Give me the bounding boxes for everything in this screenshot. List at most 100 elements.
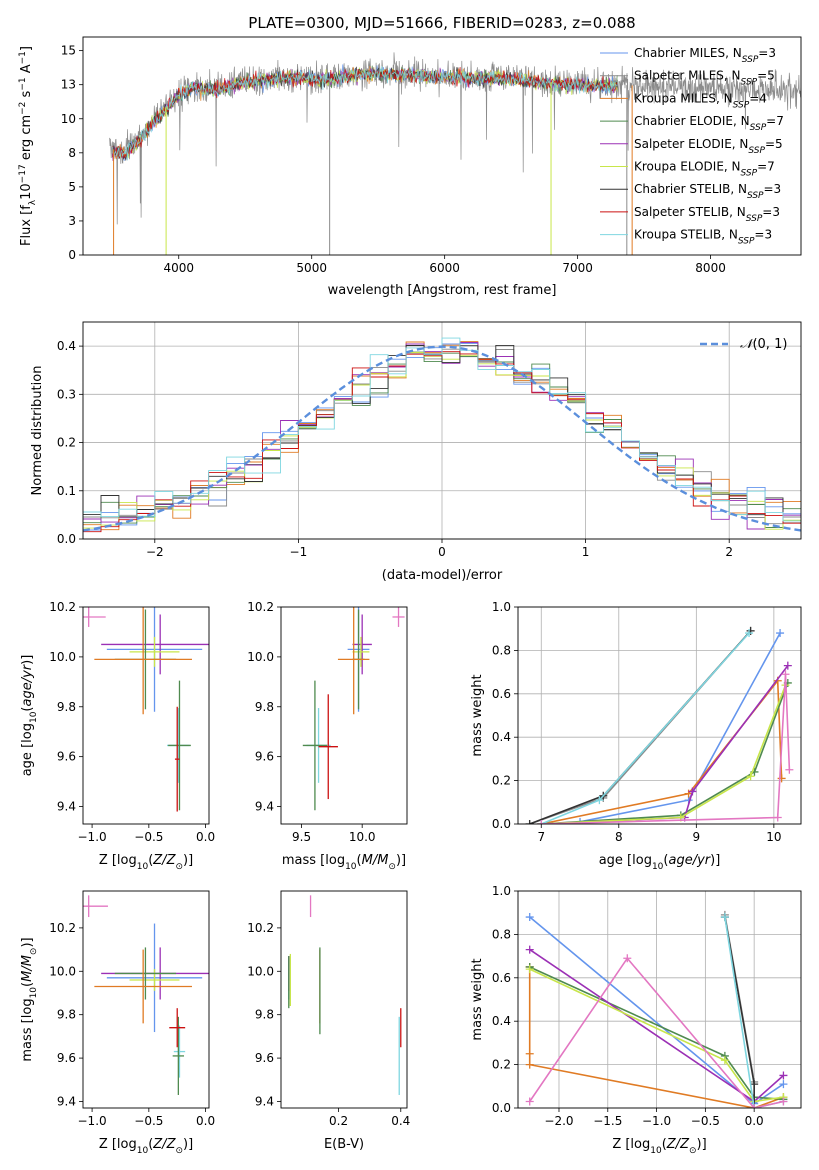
y-tick-label: 0.0 — [492, 1101, 511, 1115]
legend-entry: 𝒩(0, 1) — [740, 337, 787, 352]
x-tick-label: 10 — [766, 830, 781, 844]
y-tick-label: 9.4 — [255, 800, 274, 814]
y-tick-label: 0.1 — [57, 484, 76, 498]
y-axis-label: Normed distribution — [30, 366, 45, 496]
y-tick-label: 0.6 — [492, 687, 511, 701]
spectrum-lines — [109, 52, 801, 255]
weight-point — [525, 1049, 534, 1058]
weight-point — [750, 1080, 759, 1089]
weight-point — [525, 820, 534, 824]
x-tick-label: 0 — [438, 545, 446, 559]
weight-point — [779, 1080, 788, 1089]
legend-entry: Chabrier MILES, NSSP=3 — [634, 46, 776, 65]
y-axis-label: mass [log10(M/M⊙)] — [20, 937, 39, 1061]
y-tick-label: 0.3 — [57, 387, 76, 401]
x-tick-label: 0.2 — [329, 1114, 348, 1128]
y-tick-label: 9.6 — [255, 1051, 274, 1065]
weight_vs_age-panel: 7 8 9 10 0.0 0.2 0.4 0.6 0.8 1.0 age [log10(age/yr… — [470, 600, 802, 872]
residual-histograms — [83, 337, 801, 539]
weight-point — [595, 796, 604, 805]
y-tick-label: 0.6 — [492, 971, 511, 985]
weight-point — [525, 945, 534, 954]
x-tick-label: 9.5 — [292, 830, 311, 844]
weight-point — [777, 774, 786, 783]
age_vs_Z-panel: −1.0 −0.5 0.0 9.4 9.6 9.8 10.0 10.2 Z [log10(Z/Z… — [20, 600, 215, 872]
y-tick-label: 0.2 — [492, 1058, 511, 1072]
y-tick-label: 10.2 — [247, 921, 274, 935]
axes-frame — [280, 606, 408, 825]
y-tick-label: 9.8 — [255, 700, 274, 714]
weight-line — [529, 968, 784, 1103]
x-tick-label: 8 — [615, 830, 623, 844]
y-tick-label: 0.0 — [492, 817, 511, 831]
x-tick-label: 5000 — [296, 261, 327, 275]
mass_vs_ebv-points — [288, 895, 402, 1095]
x-tick-label: 2 — [725, 545, 733, 559]
x-axis-label: mass [log10(M/M⊙)] — [282, 853, 406, 872]
y-tick-label: 0.2 — [492, 774, 511, 788]
y-tick-label: 9.4 — [57, 1094, 76, 1108]
y-tick-label: 10.0 — [247, 650, 274, 664]
weight-point — [525, 1060, 534, 1069]
y-tick-label: 0.8 — [492, 927, 511, 941]
weight-line — [541, 674, 791, 824]
weight-point — [525, 1097, 534, 1106]
y-tick-label: 9.4 — [57, 800, 76, 814]
y-tick-label: 9.8 — [57, 700, 76, 714]
legend-entry: Kroupa MILES, NSSP=4 — [634, 91, 767, 110]
x-axis-label: wavelength [Angstrom, rest frame] — [328, 283, 557, 298]
figure-title: PLATE=0300, MJD=51666, FIBERID=0283, z=0… — [248, 14, 635, 32]
weight-line — [541, 684, 787, 824]
y-tick-label: 10 — [61, 112, 76, 126]
y-tick-label: 10.0 — [49, 964, 76, 978]
legend-entry: Chabrier ELODIE, NSSP=7 — [634, 114, 784, 133]
weight-point — [750, 1104, 759, 1108]
y-axis-label: age [log10(age/yr)] — [20, 655, 39, 777]
spectrum-panel: 4000 5000 6000 7000 8000 0 3 5 8 10 13 15 wavelength… — [18, 36, 802, 298]
y-tick-label: 1.0 — [492, 600, 511, 614]
weight-line — [529, 956, 784, 1108]
legend-entry: Kroupa STELIB, NSSP=3 — [634, 228, 772, 247]
x-tick-label: −0.5 — [134, 830, 163, 844]
axes-frame — [280, 890, 408, 1109]
y-tick-label: 9.6 — [255, 750, 274, 764]
x-tick-label: 1 — [582, 545, 590, 559]
x-tick-label: −0.5 — [134, 1114, 163, 1128]
residuals-panel: −2 −1 0 1 2 0.0 0.1 0.2 0.3 0.4 𝒩(0, 1) (data-model… — [30, 321, 802, 583]
weight-point — [779, 1097, 788, 1106]
normal-reference-curve — [83, 345, 801, 532]
weight-point — [525, 913, 534, 922]
y-tick-label: 0.4 — [492, 730, 511, 744]
x-tick-label: 7000 — [562, 261, 593, 275]
x-axis-label: Z [log10(Z/Z⊙)] — [99, 1137, 193, 1156]
y-tick-label: 1.0 — [492, 884, 511, 898]
y-tick-label: 0.4 — [57, 339, 76, 353]
legend-entry: Chabrier STELIB, NSSP=3 — [634, 182, 781, 201]
x-axis-label: E(B-V) — [324, 1137, 364, 1152]
weight-point — [785, 765, 794, 774]
weight_vs_Z-panel: −2.0 −1.5 −1.0 −0.5 0.0 0.0 0.2 0.4 0.6 0.8 1.0 Z [… — [470, 884, 802, 1156]
x-tick-label: −1.0 — [78, 830, 107, 844]
legend: Chabrier MILES, NSSP=3 Salpeter MILES, NS… — [600, 46, 784, 247]
x-axis-label: (data-model)/error — [382, 568, 503, 583]
weight-point — [783, 661, 792, 670]
x-tick-label: −2.0 — [544, 1114, 573, 1128]
weight-point — [720, 913, 729, 922]
y-tick-label: 15 — [61, 44, 76, 58]
x-axis-label: age [log10(age/yr)] — [599, 853, 721, 872]
x-tick-label: 0.0 — [196, 830, 215, 844]
y-tick-label: 10.0 — [247, 964, 274, 978]
weight-point — [746, 772, 755, 781]
y-tick-label: 9.8 — [57, 1008, 76, 1022]
age_vs_mass-panel: 9.5 10.0 9.4 9.6 9.8 10.0 10.2 mass [log10(M/M⊙… — [247, 600, 408, 872]
x-tick-label: 9 — [693, 830, 701, 844]
weight-point — [776, 629, 785, 638]
axes-frame — [82, 606, 210, 825]
x-tick-label: −2 — [146, 545, 164, 559]
x-axis-label: Z [log10(Z/Z⊙)] — [612, 1137, 706, 1156]
weight-point — [688, 787, 697, 796]
x-tick-label: 0.0 — [745, 1114, 764, 1128]
y-tick-label: 9.6 — [57, 1051, 76, 1065]
mass_vs_ebv-panel: 0.2 0.4 9.4 9.6 9.8 10.0 10.2 E(B-V) — [247, 890, 410, 1152]
